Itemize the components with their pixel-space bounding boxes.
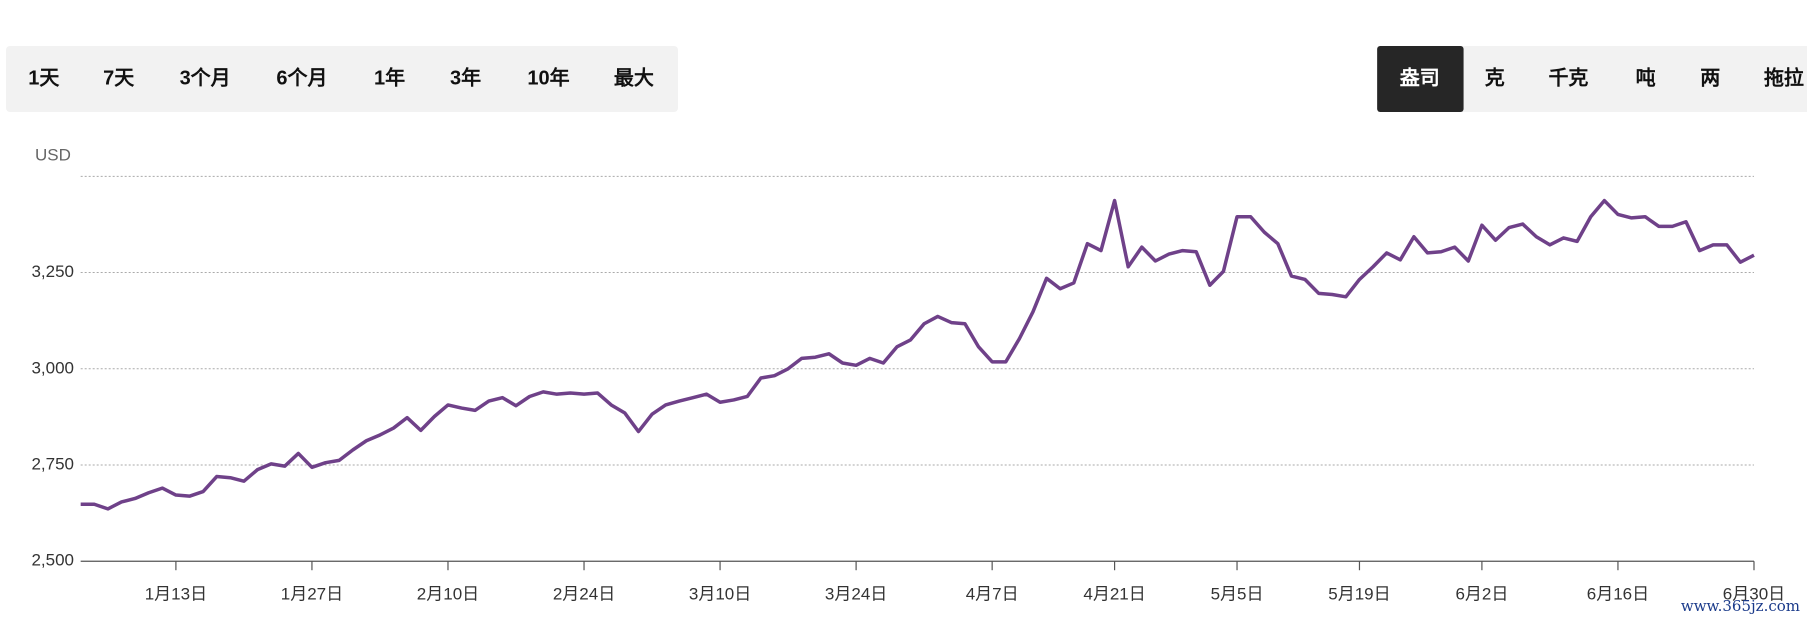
x-tick-label: 5月19日 [1328, 584, 1390, 603]
unit-button[interactable]: 千克 [1548, 66, 1588, 89]
y-tick-label: 3,000 [31, 358, 74, 377]
x-tick-label: 6月30日 [1723, 584, 1785, 603]
range-button[interactable]: 3年 [450, 65, 481, 89]
x-tick-label: 4月7日 [966, 584, 1019, 603]
range-button[interactable]: 10年 [527, 65, 569, 89]
watermark: www.365jz.com [1681, 597, 1800, 615]
x-tick-label: 2月24日 [553, 584, 615, 603]
range-bar [6, 46, 678, 112]
range-button[interactable]: 1年 [374, 65, 405, 89]
unit-button[interactable]: 拖拉 [1764, 65, 1804, 89]
unit-button[interactable]: 吨 [1636, 65, 1656, 89]
x-tick-label: 2月10日 [417, 584, 479, 603]
x-tick-label: 4月21日 [1083, 584, 1145, 603]
price-line [80, 198, 1755, 511]
range-button[interactable]: 3个月 [180, 66, 231, 89]
x-tick-label: 1月27日 [281, 584, 343, 603]
active-unit-bg [1377, 46, 1464, 112]
range-button[interactable]: 1天 [28, 67, 60, 89]
unit-bar [1377, 46, 1807, 112]
x-tick-label: 1月13日 [145, 584, 207, 603]
x-tick-label: 6月2日 [1455, 584, 1508, 603]
range-button[interactable]: 7天 [103, 67, 135, 89]
x-tick-label: 3月10日 [689, 584, 751, 603]
y-tick-label: 3,250 [31, 262, 74, 281]
y-tick-label: 2,750 [31, 454, 74, 473]
x-tick-label: 5月5日 [1211, 584, 1264, 603]
range-button[interactable]: 6个月 [276, 66, 327, 89]
unit-button[interactable]: 盎司 [1400, 65, 1440, 89]
x-tick-label: 3月24日 [825, 584, 887, 603]
unit-button[interactable]: 克 [1485, 66, 1505, 89]
unit-button[interactable]: 两 [1700, 67, 1720, 89]
y-axis-label: USD [35, 145, 71, 164]
range-button[interactable]: 最大 [614, 66, 654, 89]
x-tick-label: 6月16日 [1587, 584, 1649, 603]
y-tick-label: 2,500 [31, 551, 74, 570]
